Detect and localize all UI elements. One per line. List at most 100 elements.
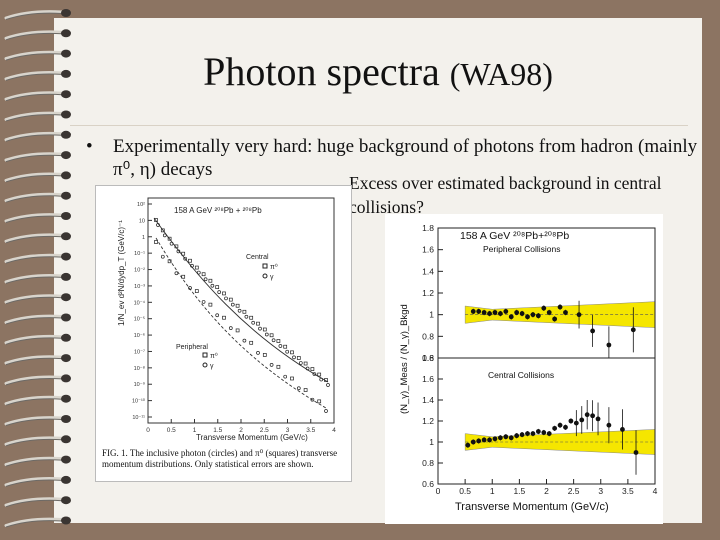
central-gamma-point	[278, 344, 283, 348]
central-data-point	[620, 427, 625, 432]
spiral-loop-shadow	[5, 418, 63, 426]
spiral-hole	[61, 293, 71, 302]
spectra-plot: 158 A GeV ²⁰⁸Pb + ²⁰⁸Pb Central π⁰ γ Per…	[117, 197, 336, 442]
peripheral-y-tick-label: 0.8	[422, 331, 434, 341]
spiral-hole	[61, 49, 71, 58]
spectra-caption: FIG. 1. The inclusive photon (circles) a…	[102, 448, 338, 469]
spiral-loop-shadow	[5, 357, 63, 366]
spectra-y-label: 1/N_ev d²N/dydp_T (GeV/c)⁻¹	[117, 220, 126, 326]
spiral-loop-shadow	[5, 438, 63, 447]
peripheral-data-point	[530, 312, 536, 318]
spectra-x-tick-label: 3	[286, 427, 290, 434]
spiral-loop	[4, 152, 64, 162]
central-pi0-point	[154, 218, 158, 222]
peripheral-y-tick-label: 1.2	[422, 288, 434, 298]
spiral-hole	[61, 354, 71, 363]
peripheral-data-point	[546, 310, 552, 315]
spiral-loop	[4, 131, 64, 142]
spiral-loop	[4, 456, 64, 467]
central-pi0-point	[324, 378, 328, 382]
spectra-y-tick-label: 10⁻¹¹	[132, 415, 145, 421]
spiral-loop	[4, 334, 64, 345]
peripheral-gamma-point	[160, 254, 165, 259]
central-pi0-point	[174, 244, 179, 249]
peripheral-data-point	[492, 310, 498, 315]
central-gamma-point	[224, 296, 228, 301]
spiral-hole	[61, 394, 71, 403]
spiral-loop	[4, 375, 64, 385]
peripheral-gamma-point	[324, 409, 328, 413]
spectra-x-tick-label: 2	[239, 427, 243, 434]
ratio-x-label: Transverse Momentum (GeV/c)	[455, 501, 609, 513]
peripheral-pi0-point	[303, 388, 308, 392]
central-y-tick-label: 1.6	[422, 374, 434, 384]
spiral-hole	[61, 435, 71, 444]
legend-peripheral-circle-icon	[202, 362, 208, 368]
central-data-point	[595, 416, 601, 422]
spiral-hole	[61, 313, 71, 322]
peripheral-data-point	[535, 313, 541, 319]
central-pi0-point	[276, 339, 281, 343]
central-data-point	[508, 435, 514, 441]
central-gamma-point	[326, 383, 330, 387]
central-gamma-point	[183, 256, 188, 261]
central-pi0-point	[208, 278, 213, 283]
title-main: Photon spectra	[203, 49, 440, 94]
central-data-point	[633, 450, 639, 455]
central-gamma-point	[156, 223, 160, 227]
spiral-loop	[4, 233, 64, 243]
peripheral-data-point	[470, 309, 476, 314]
spectra-x-tick-label: 0.5	[167, 427, 176, 434]
central-gamma-point	[210, 283, 215, 288]
spiral-hole	[61, 9, 71, 17]
central-y-tick-label: 0.6	[422, 479, 434, 489]
spectra-y-tick-label: 10⁻⁹	[134, 381, 145, 388]
spiral-loop	[4, 50, 64, 61]
spiral-hole	[61, 455, 71, 464]
title-divider	[70, 125, 688, 126]
central-label: Central	[246, 254, 269, 261]
peripheral-gamma-point	[174, 271, 179, 276]
spiral-hole	[61, 212, 71, 220]
spiral-hole	[61, 232, 71, 241]
spiral-loop-shadow	[5, 195, 63, 203]
peripheral-gamma-point	[242, 338, 247, 343]
peripheral-fit-curve	[155, 237, 327, 409]
central-pi0-point	[262, 327, 267, 332]
ratio-x-tick-label: 1.5	[513, 486, 525, 496]
peripheral-gamma-point	[256, 351, 260, 355]
peripheral-pi0-point	[167, 259, 172, 264]
spiral-loop	[4, 91, 64, 101]
central-pi0-point	[181, 251, 186, 256]
central-pi0-point	[215, 285, 220, 289]
central-data-point	[476, 438, 482, 444]
peripheral-data-point	[590, 328, 596, 334]
spectra-y-tick-label: 1	[142, 235, 145, 241]
central-pi0-point	[290, 350, 294, 355]
central-y-tick-label: 1.4	[422, 395, 434, 405]
central-gamma-point	[292, 355, 296, 360]
legend-central-gamma: γ	[270, 274, 274, 281]
peripheral-data-point	[497, 311, 503, 316]
spiral-loop-shadow	[5, 317, 63, 325]
central-data-point	[563, 424, 568, 430]
central-gamma-point	[237, 308, 242, 313]
peripheral-data-point	[541, 305, 547, 311]
spiral-loop-shadow	[5, 520, 63, 528]
central-gamma-point	[203, 277, 208, 282]
legend-peripheral-pi0: π⁰	[210, 352, 218, 360]
peripheral-y-tick-label: 1.4	[422, 266, 434, 276]
central-y-tick-label: 0.8	[422, 458, 434, 468]
central-data-point	[519, 432, 525, 438]
central-data-point	[492, 436, 498, 442]
spiral-hole	[61, 130, 71, 139]
central-gamma-point	[196, 270, 201, 275]
spiral-loop	[4, 477, 64, 487]
peripheral-y-tick-label: 1.6	[422, 245, 434, 255]
central-gamma-point	[271, 338, 276, 343]
central-y-tick-label: 1.8	[422, 353, 434, 363]
central-pi0-point	[269, 333, 274, 338]
spiral-loop	[4, 294, 64, 304]
spiral-loop-shadow	[5, 114, 63, 122]
